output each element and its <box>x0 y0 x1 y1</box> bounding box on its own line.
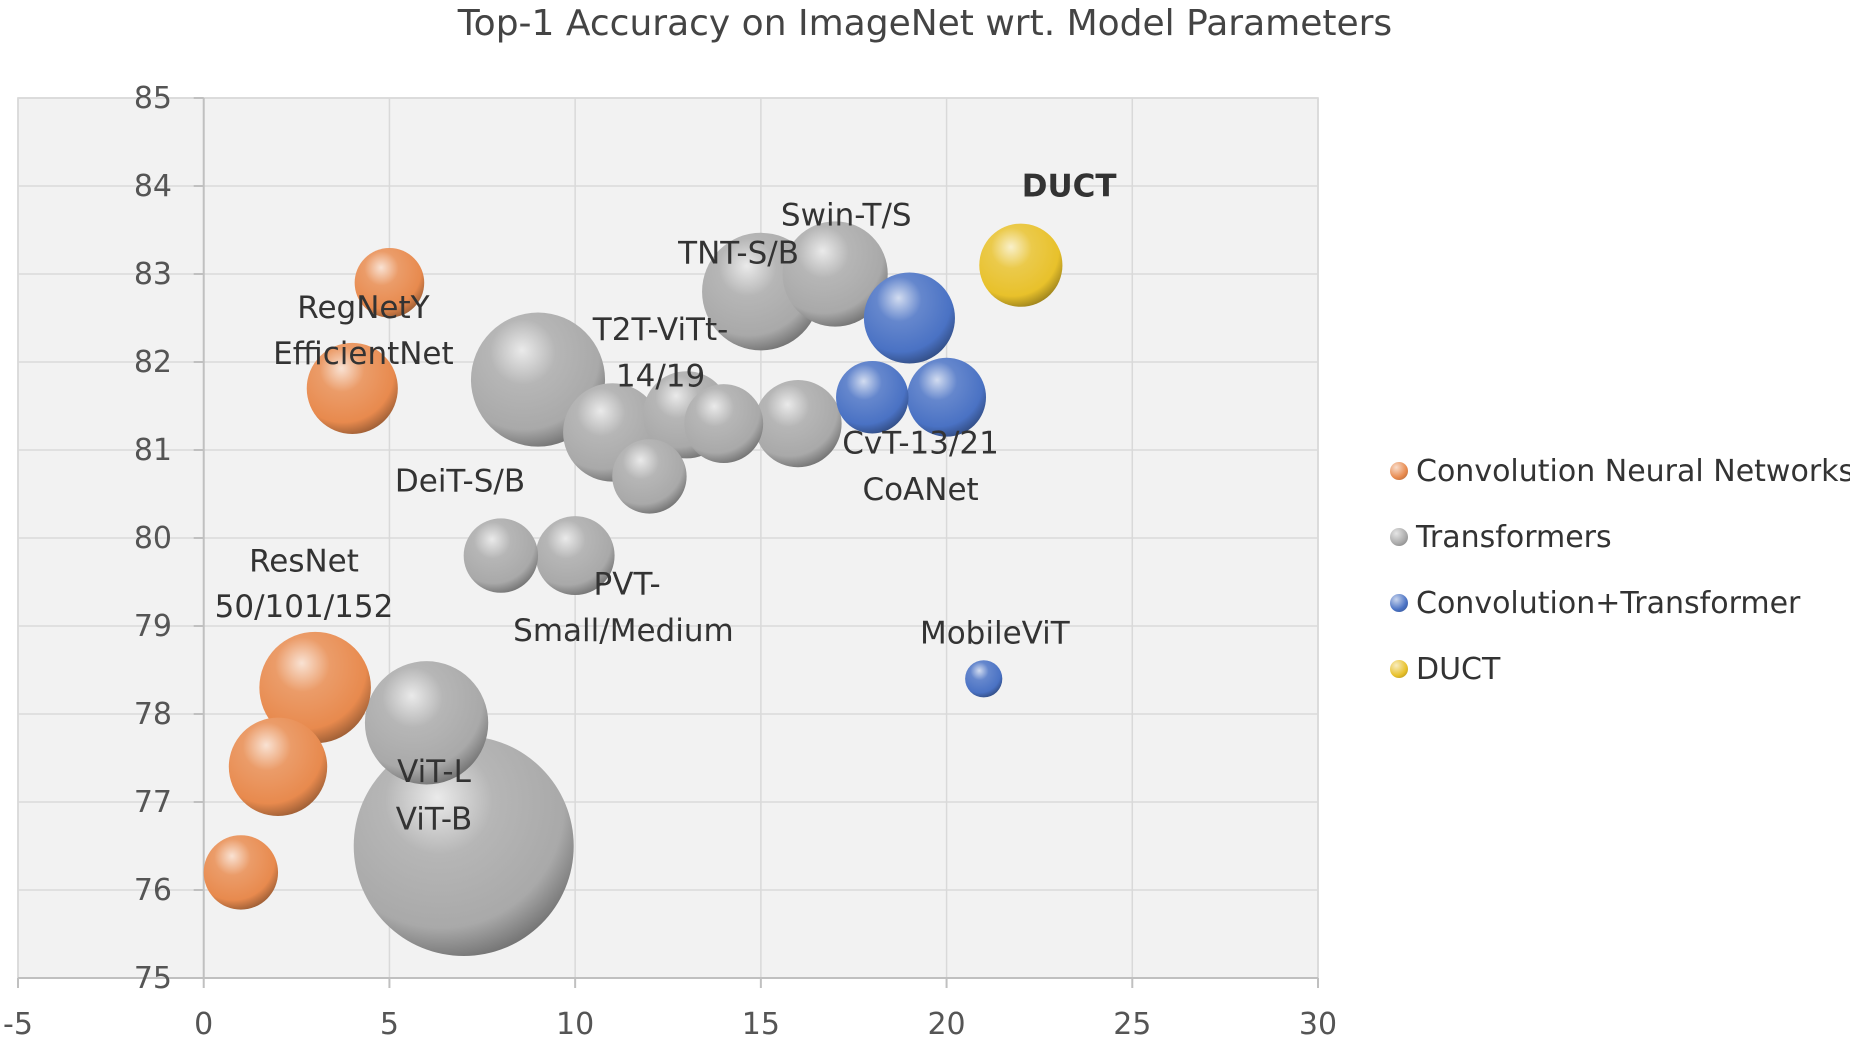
annotations: RegNetY EfficientNet ResNet 50/101/152 ViT-L… <box>215 169 1117 838</box>
legend-label-conv-transformer: Convolution+Transformer <box>1416 585 1801 621</box>
bubble-1-6 <box>612 439 687 514</box>
annotation-label-11: TNT-S/B <box>677 235 799 271</box>
bubble-0-3 <box>306 342 398 434</box>
legend-item-duct: DUCT <box>1390 636 1850 702</box>
legend-item-conv-transformer: Convolution+Transformer <box>1390 570 1850 636</box>
bubble-1-11 <box>782 221 888 327</box>
axes <box>17 97 1319 988</box>
annotation-label-15: MobileViT <box>920 616 1071 652</box>
annotation-label-10: 14/19 <box>616 359 705 395</box>
bubble-2-3 <box>965 660 1003 698</box>
bubble-1-3 <box>463 518 539 593</box>
annotation-label-14: CoANet <box>862 472 978 508</box>
y-tick-label-10: 85 <box>134 81 172 116</box>
x-tick-label-6: 25 <box>1113 1007 1151 1042</box>
x-tick-label-1: 0 <box>194 1007 213 1042</box>
y-tick-label-2: 77 <box>134 785 172 820</box>
annotation-label-5: ViT-B <box>396 801 473 837</box>
x-tick-label-3: 10 <box>556 1007 594 1042</box>
bubble-3-0 <box>979 223 1063 307</box>
y-tick-label-5: 80 <box>134 521 172 556</box>
annotation-label-9: T2T-ViTt- <box>592 312 729 348</box>
y-tick-label-7: 82 <box>134 345 172 380</box>
legend-label-duct: DUCT <box>1416 651 1501 687</box>
x-tick-label-4: 15 <box>742 1007 780 1042</box>
bubble-1-0 <box>353 736 574 956</box>
legend-marker-conv-transformer <box>1390 594 1408 612</box>
annotation-label-6: DeiT-S/B <box>395 463 525 499</box>
annotation-label-8: Small/Medium <box>513 613 734 649</box>
bubble-0-2 <box>259 631 371 744</box>
legend-marker-transformers <box>1390 528 1408 546</box>
chart-title: Top-1 Accuracy on ImageNet wrt. Model Pa… <box>457 3 1392 44</box>
y-tick-label-0: 75 <box>134 961 172 996</box>
legend-label-transformers: Transformers <box>1416 519 1612 555</box>
annotation-label-0: RegNetY <box>297 290 429 326</box>
bubble-2-2 <box>907 357 987 437</box>
annotation-label-12: Swin-T/S <box>781 198 912 234</box>
legend-item-transformers: Transformers <box>1390 504 1850 570</box>
annotation-label-1: EfficientNet <box>273 336 454 372</box>
x-tick-label-7: 30 <box>1299 1007 1337 1042</box>
annotation-label-13: CvT-13/21 <box>842 426 999 462</box>
bubble-0-0 <box>203 835 279 910</box>
y-tick-label-1: 76 <box>134 873 172 908</box>
annotation-label-3: 50/101/152 <box>215 589 394 625</box>
y-tick-label-3: 78 <box>134 697 172 732</box>
legend-marker-cnn <box>1390 462 1408 480</box>
bubble-1-4 <box>535 516 615 596</box>
bubble-1-8 <box>684 384 764 464</box>
bubble-2-0 <box>836 360 909 434</box>
annotation-label-4: ViT-L <box>397 754 471 790</box>
bubble-1-10 <box>754 379 842 468</box>
annotation-label-16: DUCT <box>1022 169 1117 205</box>
legend: Convolution Neural Networks Transformers… <box>1390 438 1850 702</box>
y-tick-label-4: 79 <box>134 609 172 644</box>
y-tick-label-8: 83 <box>134 257 172 292</box>
y-tick-label-9: 84 <box>134 169 172 204</box>
x-tick-label-5: 20 <box>927 1007 965 1042</box>
legend-label-cnn: Convolution Neural Networks <box>1416 453 1850 489</box>
x-tick-label-0: -5 <box>3 1007 33 1042</box>
bubble-1-1 <box>364 661 489 785</box>
legend-marker-duct <box>1390 660 1408 678</box>
bubbles <box>203 221 1063 956</box>
bubble-0-4 <box>354 248 425 318</box>
bubble-0-1 <box>228 717 328 816</box>
y-tick-label-6: 81 <box>134 433 172 468</box>
legend-item-cnn: Convolution Neural Networks <box>1390 438 1850 504</box>
bubble-2-1 <box>863 272 955 364</box>
annotation-label-7: PVT- <box>594 566 661 602</box>
x-tick-label-2: 5 <box>380 1007 399 1042</box>
annotation-label-2: ResNet <box>249 543 359 579</box>
tick-labels: -5 0 5 10 15 20 25 30 75 76 77 78 79 80 81 82 83 84 85 <box>3 81 1337 1042</box>
